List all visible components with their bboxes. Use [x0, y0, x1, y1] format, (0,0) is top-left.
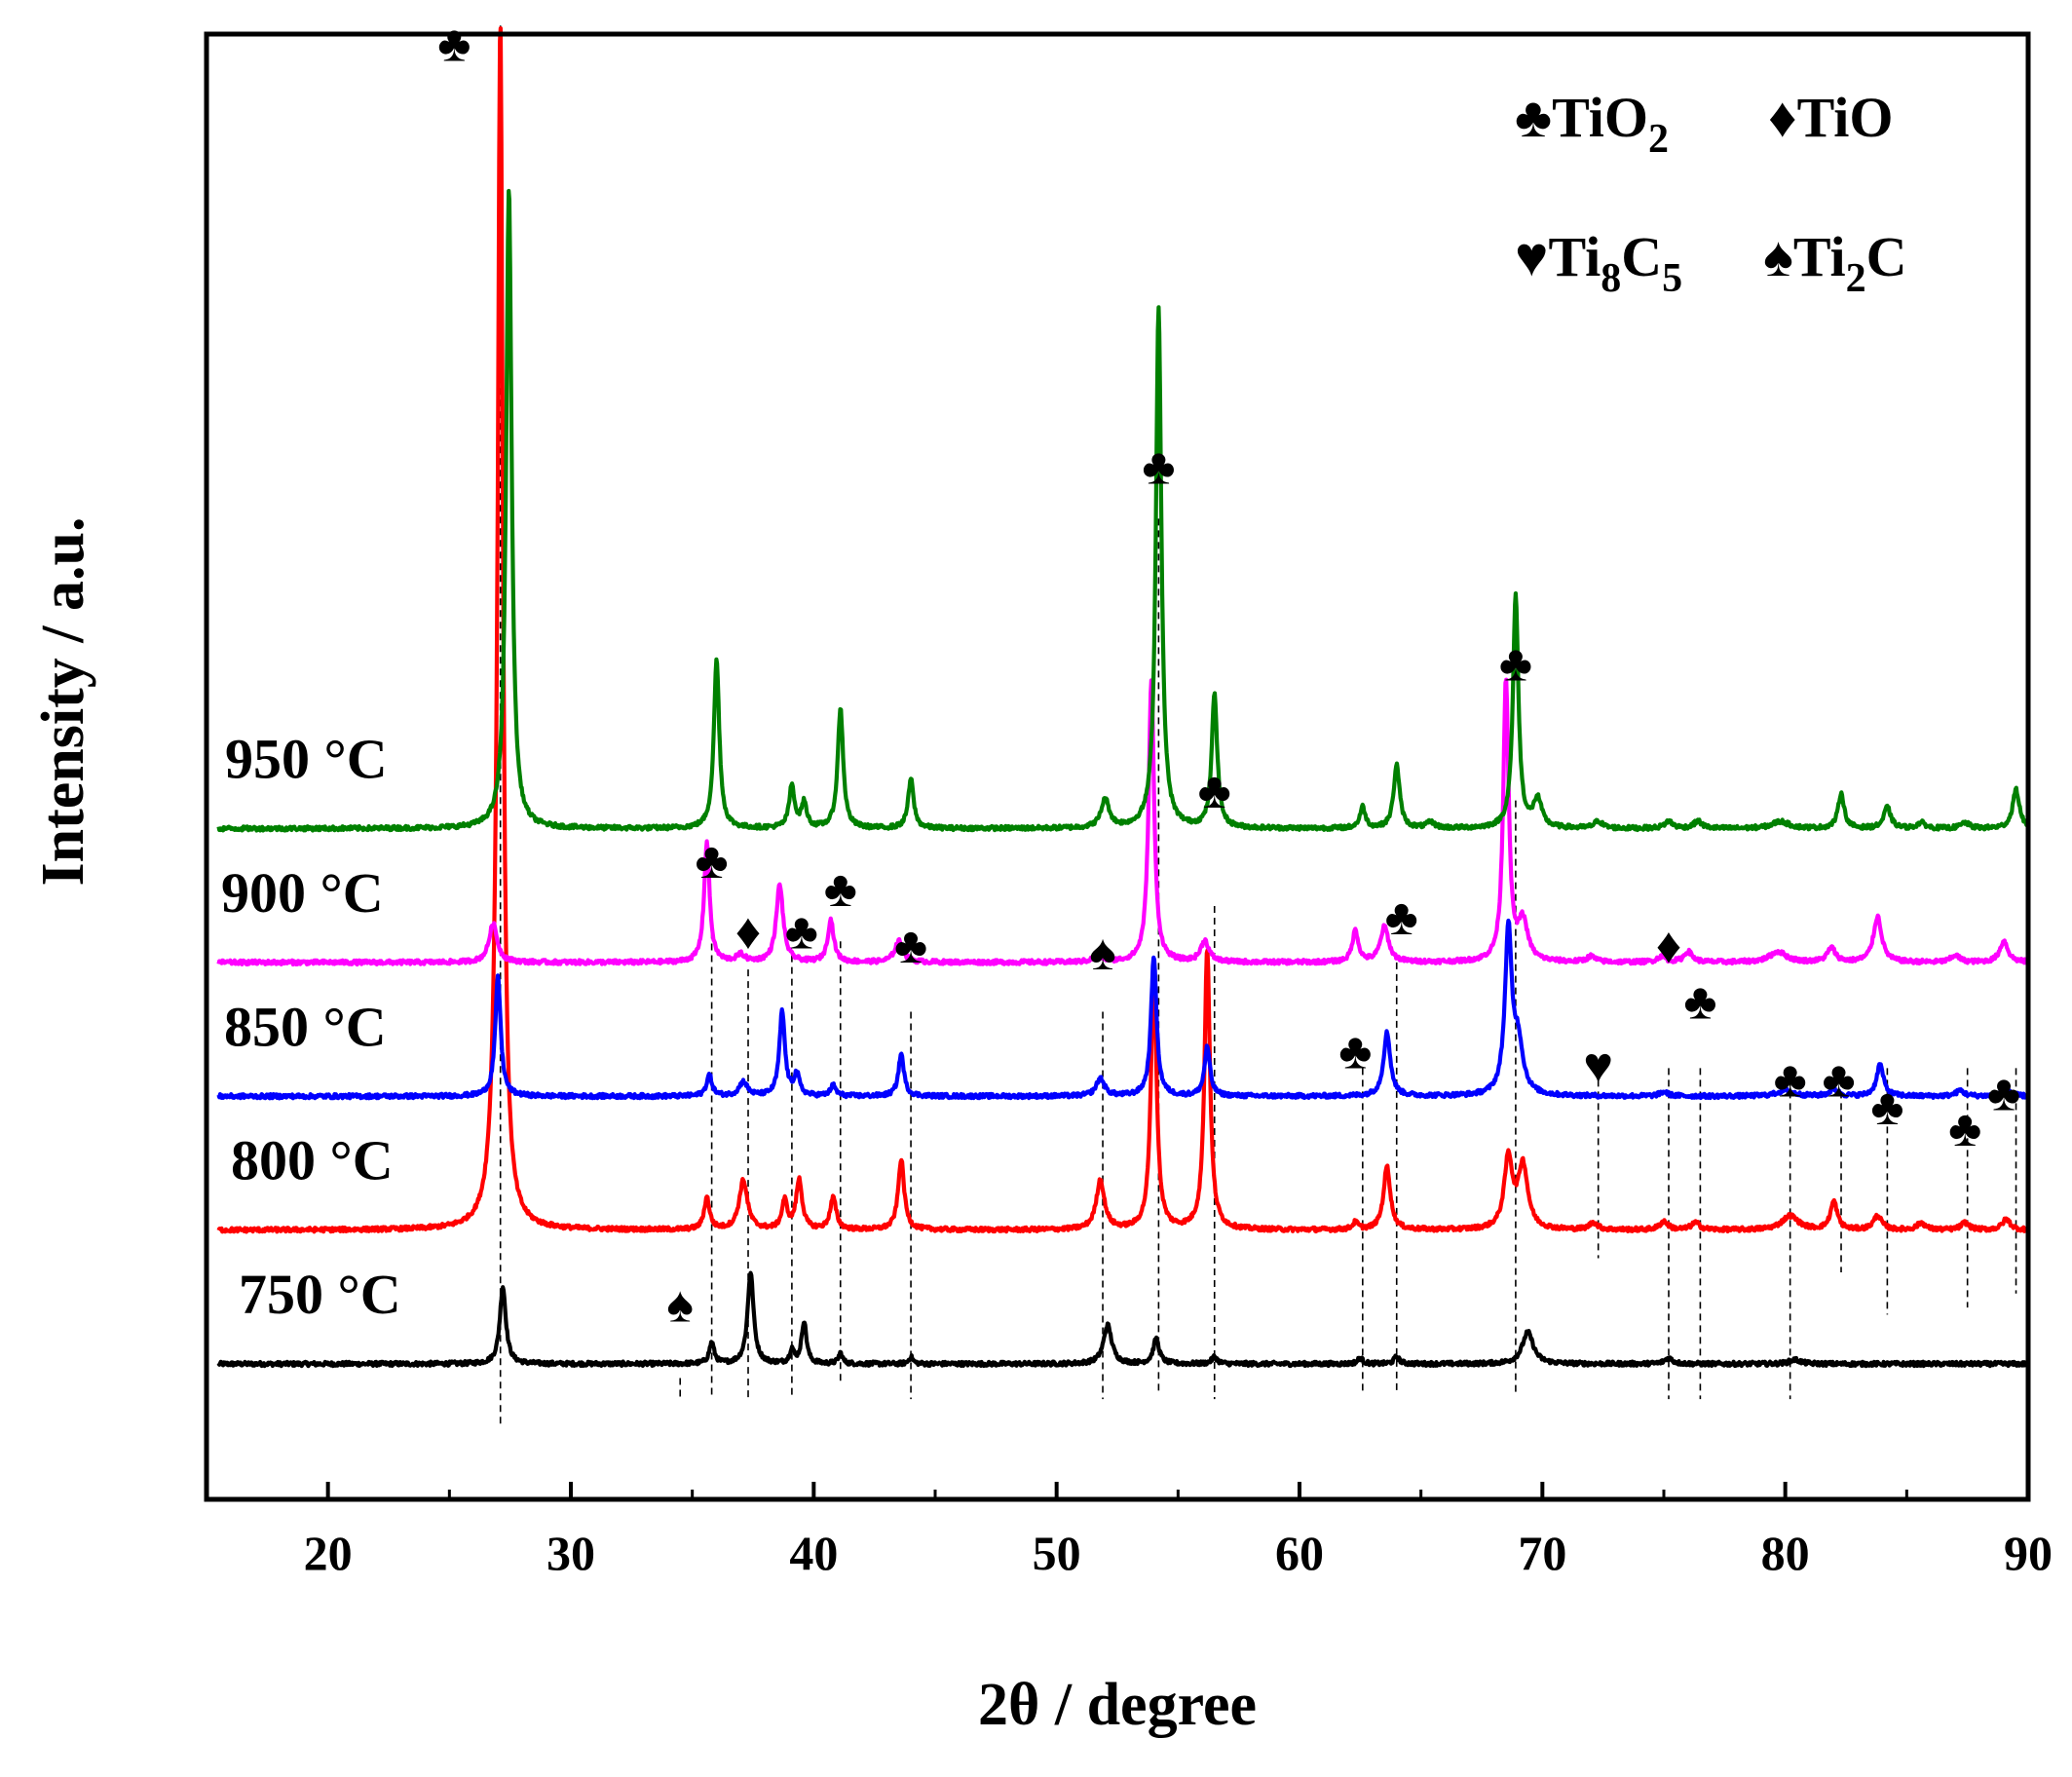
x-ticks-group: 20 30 40 50 60 70 80 90	[205, 1482, 2053, 1580]
x-tick-label-80: 80	[1761, 1526, 1810, 1580]
phase-marker-tio2: ♣	[1822, 1052, 1855, 1108]
phase-marker-tio2: ♣	[1948, 1102, 1981, 1157]
phase-marker-tio2: ♣	[785, 904, 818, 960]
phase-marker-tio2: ♣	[1499, 637, 1532, 693]
x-tick-label-40: 40	[789, 1526, 838, 1580]
x-tick-label-90: 90	[2004, 1526, 2053, 1580]
sample-label-950: 950 °C	[225, 728, 388, 791]
series-line-900C	[216, 677, 2030, 967]
series-line-950C	[216, 188, 2030, 833]
phase-marker-ti2c: ♠	[1089, 926, 1116, 981]
x-axis-title: 2θ / degree	[978, 1672, 1257, 1738]
phase-marker-tio2: ♣	[894, 919, 927, 974]
sample-label-750: 750 °C	[239, 1263, 401, 1326]
phase-marker-tio2: ♣	[1987, 1067, 2020, 1122]
series-line-850C	[216, 918, 2030, 1101]
series-line-750C	[216, 1270, 2030, 1369]
x-tick-label-20: 20	[304, 1526, 353, 1580]
x-tick-label-50: 50	[1033, 1526, 1081, 1580]
plot-frame	[204, 31, 2031, 1502]
sample-labels-group: 750 °C 800 °C 850 °C 900 °C 950 °C	[221, 728, 401, 1326]
reference-lines-group	[499, 25, 2017, 1428]
legend: ♣TiO2 ♦TiO ♥Ti8C5 ♠Ti2C	[1515, 86, 1906, 301]
legend-entry-tio: ♦TiO	[1768, 86, 1893, 149]
phase-marker-tio: ♦	[735, 904, 762, 960]
y-axis-title: Intensity / a.u.	[30, 517, 96, 887]
series-line-800C	[216, 26, 2030, 1234]
phase-marker-tio2: ♣	[824, 862, 857, 918]
phase-marker-ti8c5: ♥	[1583, 1039, 1613, 1094]
legend-entry-tio2: ♣TiO2	[1515, 86, 1669, 162]
sample-label-800: 800 °C	[231, 1129, 394, 1192]
phase-marker-tio: ♦	[1656, 919, 1682, 974]
sample-label-900: 900 °C	[221, 861, 384, 925]
phase-markers-group: ♣♣♦ ♣♣♣ ♠♣♣♣♣♣♥♦♣♣ ♣♣ ♣♣♠	[437, 17, 2020, 1333]
phase-marker-tio2: ♣	[1385, 890, 1418, 946]
phase-marker-tio2: ♣	[1683, 975, 1716, 1031]
phase-marker-tio2: ♣	[1870, 1080, 1903, 1136]
legend-entry-ti2c: ♠Ti2C	[1763, 225, 1906, 301]
phase-marker-tio2: ♣	[696, 834, 729, 889]
phase-marker-tio2: ♣	[1142, 439, 1175, 495]
legend-entry-ti8c5: ♥Ti8C5	[1515, 225, 1682, 301]
x-tick-label-30: 30	[546, 1526, 595, 1580]
phase-marker-tio2: ♣	[437, 17, 471, 72]
sample-label-850: 850 °C	[224, 995, 387, 1058]
x-tick-label-70: 70	[1518, 1526, 1566, 1580]
phase-marker-tio2: ♣	[1338, 1024, 1372, 1079]
x-tick-label-60: 60	[1275, 1526, 1324, 1580]
phase-marker-tio2: ♣	[1198, 764, 1231, 819]
series-group	[216, 26, 2030, 1369]
phase-marker-ti2c: ♠	[666, 1278, 694, 1334]
phase-marker-tio2: ♣	[1774, 1052, 1807, 1108]
